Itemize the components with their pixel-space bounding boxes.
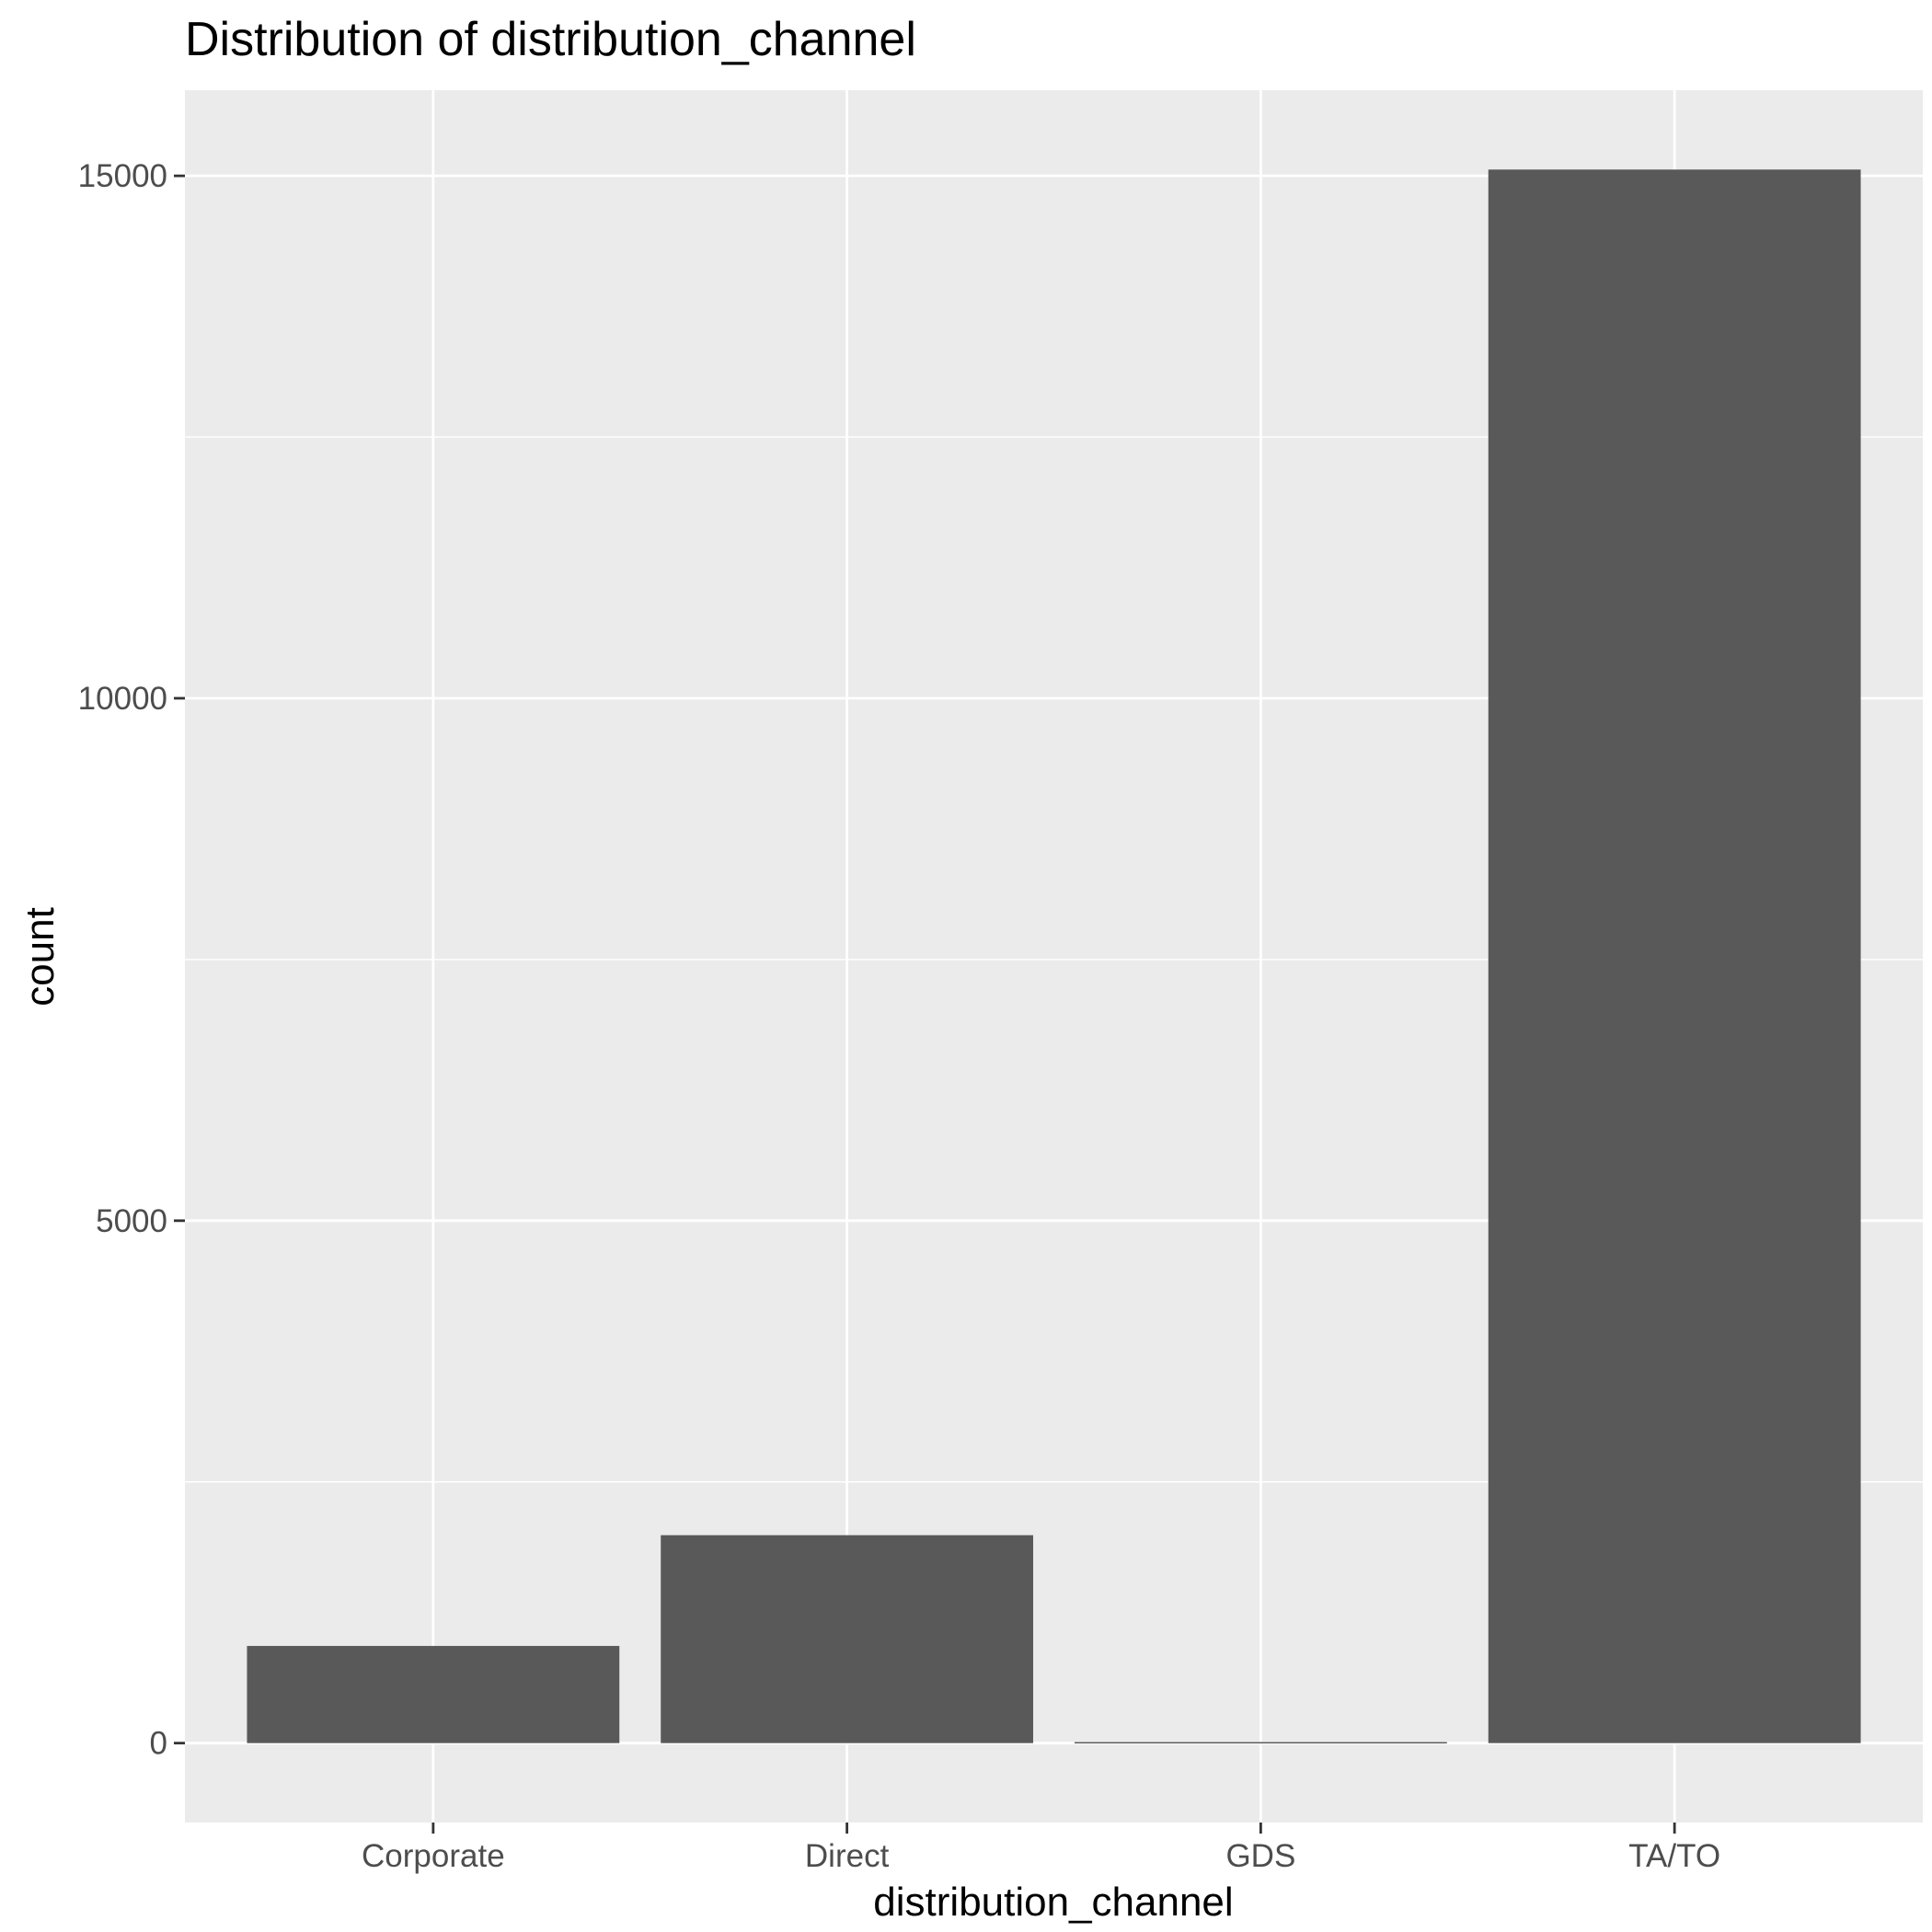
x-tick-label: GDS bbox=[1225, 1838, 1295, 1874]
bar-ta-to bbox=[1488, 169, 1861, 1743]
y-tick-label: 5000 bbox=[96, 1203, 167, 1239]
y-tick-label: 0 bbox=[150, 1726, 167, 1762]
y-axis: 0 5000 10000 15000 bbox=[78, 158, 185, 1762]
x-tick-label: Direct bbox=[805, 1838, 890, 1874]
bar-corporate bbox=[247, 1646, 620, 1743]
x-tick-label: TA/TO bbox=[1628, 1838, 1720, 1874]
bars bbox=[247, 169, 1861, 1744]
x-axis: Corporate Direct GDS TA/TO bbox=[362, 1823, 1720, 1874]
x-axis-title: distribution_channel bbox=[873, 1880, 1233, 1925]
x-tick-label: Corporate bbox=[362, 1838, 505, 1874]
y-tick-label: 10000 bbox=[78, 681, 167, 717]
bar-direct bbox=[661, 1535, 1034, 1743]
y-axis-title: count bbox=[17, 907, 63, 1006]
bar-gds bbox=[1074, 1742, 1447, 1744]
chart-title: Distribution of distribution_channel bbox=[185, 13, 916, 66]
y-tick-label: 15000 bbox=[78, 158, 167, 194]
